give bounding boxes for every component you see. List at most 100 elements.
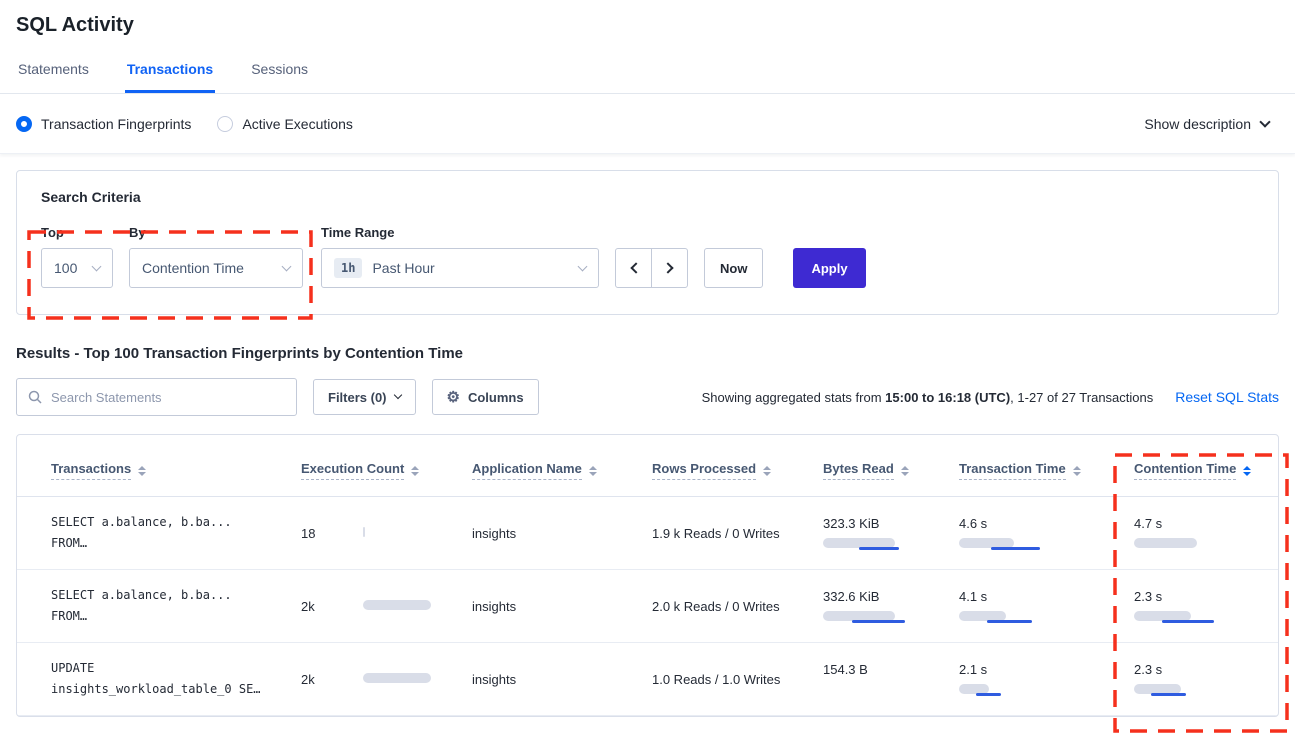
columns-button[interactable]: ⚙ Columns bbox=[431, 379, 539, 415]
tab-bar: Statements Transactions Sessions bbox=[0, 55, 1295, 94]
show-description-toggle[interactable]: Show description bbox=[1144, 115, 1271, 132]
execution-count-bar bbox=[363, 600, 433, 612]
sort-icon[interactable] bbox=[588, 465, 597, 476]
by-select-value: Contention Time bbox=[142, 260, 244, 276]
bytes-read-bar bbox=[823, 538, 933, 550]
chevron-left-icon bbox=[629, 262, 642, 274]
by-select[interactable]: Contention Time bbox=[129, 248, 303, 288]
page-title: SQL Activity bbox=[16, 14, 134, 36]
previous-time-range-button[interactable] bbox=[615, 248, 652, 288]
transaction-link[interactable]: UPDATE insights_workload_table_0 SE… bbox=[51, 661, 261, 696]
column-header-transactions[interactable]: Transactions bbox=[17, 435, 301, 497]
bytes-read-value: 154.3 B bbox=[823, 662, 868, 677]
by-label: By bbox=[129, 225, 146, 240]
table-row: UPDATE insights_workload_table_0 SE… 2k … bbox=[17, 642, 1278, 716]
contention-time-value: 4.7 s bbox=[1134, 516, 1163, 531]
transaction-time-bar bbox=[959, 684, 1069, 696]
view-toggle-row: Transaction Fingerprints Active Executio… bbox=[0, 94, 1295, 154]
rows-processed-value: 1.0 Reads / 1.0 Writes bbox=[652, 671, 781, 687]
chevron-down-icon bbox=[281, 261, 292, 271]
top-field: Top 100 bbox=[41, 225, 113, 288]
sort-icon[interactable] bbox=[411, 465, 420, 476]
table-row: SELECT a.balance, b.ba... FROM… 18 insig… bbox=[17, 496, 1278, 570]
contention-time-value: 2.3 s bbox=[1134, 589, 1163, 604]
time-range-label: Time Range bbox=[321, 225, 395, 240]
radio-unselected-icon bbox=[217, 115, 234, 132]
bytes-read-bar bbox=[823, 684, 933, 696]
column-header-application-name[interactable]: Application Name bbox=[472, 435, 652, 497]
column-header-bytes-read[interactable]: Bytes Read bbox=[823, 435, 959, 497]
top-select[interactable]: 100 bbox=[41, 248, 113, 288]
transaction-time-bar bbox=[959, 611, 1069, 623]
time-range-field: Time Range 1h Past Hour bbox=[321, 225, 599, 288]
application-name-value: insights bbox=[472, 671, 517, 687]
results-heading: Results - Top 100 Transaction Fingerprin… bbox=[16, 345, 464, 362]
contention-time-bar bbox=[1134, 611, 1244, 623]
next-time-range-button[interactable] bbox=[651, 248, 688, 288]
transaction-link[interactable]: SELECT a.balance, b.ba... FROM… bbox=[51, 588, 232, 623]
search-statements-box bbox=[16, 378, 297, 416]
chevron-down-icon bbox=[91, 261, 102, 271]
contention-time-bar bbox=[1134, 538, 1244, 550]
transactions-table-card: Transactions Execution Count Application… bbox=[16, 434, 1279, 717]
transactions-table: Transactions Execution Count Application… bbox=[17, 435, 1278, 716]
chevron-down-icon bbox=[393, 390, 402, 400]
tab-sessions[interactable]: Sessions bbox=[251, 61, 309, 77]
transaction-time-bar bbox=[959, 538, 1069, 550]
sort-icon[interactable] bbox=[763, 465, 772, 476]
search-icon bbox=[28, 390, 42, 404]
column-header-contention-time[interactable]: Contention Time bbox=[1134, 435, 1278, 497]
search-criteria-fields: Top 100 By Contention Time Time Range 1h… bbox=[41, 225, 1254, 288]
aggregated-stats-text: Showing aggregated stats from 15:00 to 1… bbox=[702, 390, 1154, 405]
chevron-right-icon bbox=[661, 262, 674, 274]
show-description-label: Show description bbox=[1144, 115, 1251, 132]
transaction-link[interactable]: SELECT a.balance, b.ba... FROM… bbox=[51, 515, 232, 550]
rows-processed-value: 1.9 k Reads / 0 Writes bbox=[652, 525, 780, 541]
bytes-read-value: 323.3 KiB bbox=[823, 516, 880, 531]
stats-time-range: 15:00 to 16:18 (UTC) bbox=[885, 389, 1011, 405]
sort-icon[interactable] bbox=[138, 465, 147, 476]
execution-count-value: 18 bbox=[301, 525, 316, 541]
search-statements-input[interactable] bbox=[51, 389, 285, 405]
reset-sql-stats-link[interactable]: Reset SQL Stats bbox=[1175, 389, 1279, 405]
time-range-value: Past Hour bbox=[372, 260, 435, 276]
time-range-nav bbox=[615, 248, 688, 288]
column-header-rows-processed[interactable]: Rows Processed bbox=[652, 435, 823, 497]
rows-processed-value: 2.0 k Reads / 0 Writes bbox=[652, 598, 780, 614]
chevron-down-icon bbox=[1259, 115, 1271, 128]
sort-icon[interactable] bbox=[1072, 465, 1081, 476]
application-name-value: insights bbox=[472, 525, 517, 541]
radio-active-executions[interactable]: Active Executions bbox=[217, 115, 353, 132]
transaction-time-value: 4.1 s bbox=[959, 589, 988, 604]
chevron-down-icon bbox=[577, 261, 588, 271]
time-range-badge: 1h bbox=[334, 258, 363, 278]
column-header-execution-count[interactable]: Execution Count bbox=[301, 435, 472, 497]
bytes-read-bar bbox=[823, 611, 933, 623]
filters-button[interactable]: Filters (0) bbox=[313, 379, 416, 415]
top-label: Top bbox=[41, 225, 64, 240]
contention-time-bar bbox=[1134, 684, 1244, 696]
execution-count-bar bbox=[363, 527, 433, 539]
apply-button[interactable]: Apply bbox=[793, 248, 866, 288]
radio-transaction-fingerprints[interactable]: Transaction Fingerprints bbox=[16, 115, 191, 132]
tab-transactions[interactable]: Transactions bbox=[124, 55, 216, 93]
radio-label: Active Executions bbox=[242, 115, 353, 132]
tab-statements[interactable]: Statements bbox=[18, 61, 89, 77]
column-header-transaction-time[interactable]: Transaction Time bbox=[959, 435, 1134, 497]
time-range-select[interactable]: 1h Past Hour bbox=[321, 248, 599, 288]
sort-icon-active[interactable] bbox=[1243, 465, 1252, 476]
page-header: SQL Activity bbox=[0, 0, 1295, 37]
top-select-value: 100 bbox=[54, 260, 78, 276]
search-criteria-card: Search Criteria Top 100 By Contention Ti… bbox=[16, 170, 1279, 315]
columns-label: Columns bbox=[467, 389, 524, 405]
now-button[interactable]: Now bbox=[704, 248, 764, 288]
search-criteria-heading: Search Criteria bbox=[41, 189, 141, 205]
table-header-row: Transactions Execution Count Application… bbox=[17, 435, 1278, 497]
by-field: By Contention Time bbox=[129, 225, 303, 288]
sort-icon[interactable] bbox=[900, 465, 909, 476]
radio-selected-icon bbox=[16, 115, 32, 132]
transaction-time-value: 4.6 s bbox=[959, 516, 988, 531]
table-row: SELECT a.balance, b.ba... FROM… 2k insig… bbox=[17, 569, 1278, 643]
contention-time-value: 2.3 s bbox=[1134, 662, 1163, 677]
